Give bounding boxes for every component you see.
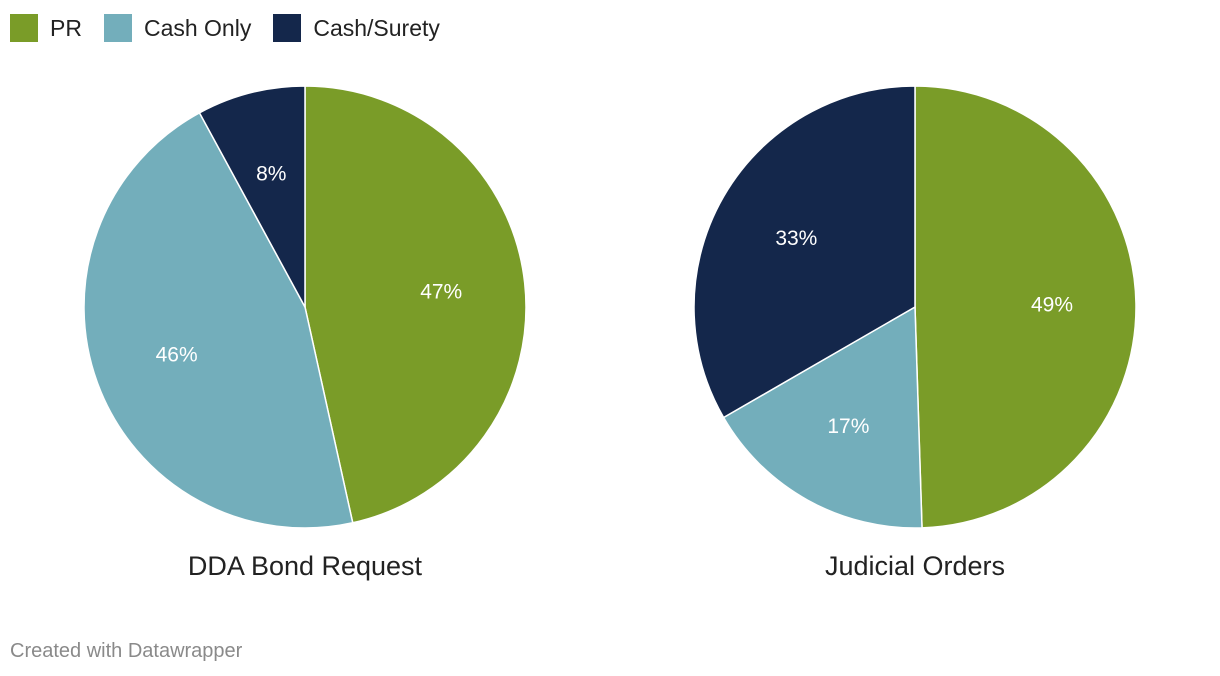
legend-item-cash-surety: Cash/Surety bbox=[273, 14, 440, 42]
data-label-cash-only: 46% bbox=[156, 343, 198, 366]
data-label-cash-surety: 8% bbox=[256, 163, 286, 186]
legend-label-cash-only: Cash Only bbox=[143, 14, 252, 41]
data-label-pr: 49% bbox=[1031, 293, 1073, 316]
legend-label-pr: PR bbox=[50, 14, 82, 41]
legend-item-pr: PR bbox=[10, 14, 82, 42]
legend: PR Cash Only Cash/Surety bbox=[10, 13, 462, 43]
slice-pr bbox=[914, 85, 1137, 529]
slice-cash-surety bbox=[198, 85, 306, 308]
footer-credit: Created with Datawrapper bbox=[10, 640, 243, 662]
legend-swatch-cash-surety bbox=[273, 14, 302, 42]
slice-cash-surety bbox=[693, 85, 916, 419]
legend-item-cash-only: Cash Only bbox=[103, 14, 252, 42]
chart-title: DDA Bond Request bbox=[188, 551, 423, 581]
pie-chart-2: 49% 17% 33% Judicial Orders bbox=[693, 85, 1137, 581]
legend-label-cash-surety: Cash/Surety bbox=[313, 14, 440, 41]
pie-charts: 47% 46% 8% DDA Bond Request 49% 17% 33% Judicia… bbox=[83, 85, 1137, 581]
slice-pr bbox=[304, 85, 527, 524]
legend-swatch-pr bbox=[10, 14, 38, 42]
chart-title: Judicial Orders bbox=[825, 551, 1005, 581]
data-label-cash-surety: 33% bbox=[775, 227, 817, 250]
data-label-cash-only: 17% bbox=[827, 415, 869, 438]
slice-cash-only bbox=[722, 306, 923, 529]
pie-chart-1: 47% 46% 8% DDA Bond Request bbox=[83, 85, 527, 581]
data-label-pr: 47% bbox=[420, 281, 462, 304]
slice-cash-only bbox=[83, 112, 354, 529]
legend-swatch-cash-only bbox=[103, 14, 132, 42]
